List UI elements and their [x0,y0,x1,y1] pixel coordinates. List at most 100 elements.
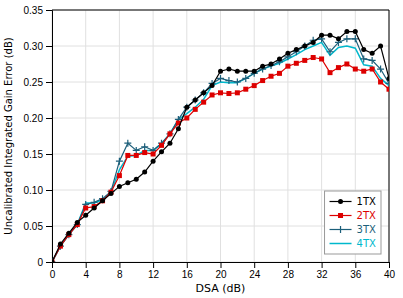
marker [336,36,341,41]
marker-group [151,159,156,164]
marker [285,64,290,69]
marker-group [327,48,334,55]
marker [210,92,215,97]
marker [151,152,156,157]
marker-group [225,77,232,84]
marker [361,47,366,52]
marker-group [285,51,290,56]
marker-group [52,260,55,263]
tick-label: 0.10 [24,185,44,196]
marker [344,62,349,67]
marker [252,83,257,88]
tick: 12 [148,262,160,280]
marker-group [184,116,189,121]
legend-box [325,191,381,254]
marker [377,66,384,73]
marker [58,242,63,247]
marker [369,57,376,64]
marker [243,69,248,74]
y-axis-title: Uncalibrated Integrated Gain Error (dB) [3,37,14,234]
marker [226,91,231,96]
marker-group [201,90,206,95]
tick-mark [119,262,120,268]
tick: 0.30 [24,41,52,52]
grid [52,10,389,262]
tick-label: 0 [50,269,56,280]
marker [353,29,358,34]
tick-label: 0.35 [24,5,44,16]
tick: 0 [50,262,56,280]
grid-line [85,10,86,262]
marker [193,98,198,103]
tick-mark [288,262,289,268]
tick: 36 [350,262,362,280]
tick-mark [46,190,52,191]
marker [184,116,189,121]
tick-label: 8 [117,269,123,280]
marker [269,74,274,79]
series [52,55,389,262]
tick-label: 0.05 [24,221,44,232]
marker-group [302,44,307,49]
marker-group [167,141,172,146]
series-line [52,58,389,262]
marker-group [117,173,122,178]
marker [343,35,350,42]
marker [159,143,164,148]
marker-group [52,260,55,263]
legend-label: 3TX [357,224,376,235]
frame [389,10,390,262]
marker [387,76,390,81]
tick: 0.10 [24,185,52,196]
marker [294,61,299,66]
marker [370,67,375,72]
tick-mark [46,262,52,263]
legend-swatch [330,243,352,245]
marker-group [369,57,376,64]
marker-group [83,213,88,218]
marker [201,90,206,95]
marker [218,69,223,74]
marker-group [159,143,164,148]
marker-group [370,67,375,72]
marker [116,158,123,165]
marker [210,83,215,88]
legend-label: 4TX [357,238,376,249]
marker-group [176,126,181,131]
marker-group [260,78,265,83]
marker-group [159,149,164,154]
marker [125,153,130,158]
marker [166,130,173,137]
tick-label: 20 [215,269,227,280]
marker-group [108,191,113,196]
marker [285,51,290,56]
chart: 048121620242832364000.050.100.150.200.25… [0,0,403,298]
marker [269,62,274,67]
tick-mark [254,262,255,268]
marker [83,213,88,218]
series [52,35,389,262]
marker-group [243,87,248,92]
marker [336,65,341,70]
legend-item: 1TX [330,196,376,207]
tick-label: 0.30 [24,41,44,52]
marker [387,87,390,92]
tick: 0 [37,257,52,268]
marker [124,140,131,147]
marker-group [301,43,308,50]
tick-label: 12 [148,269,160,280]
marker [167,131,172,136]
plot: 048121620242832364000.050.100.150.200.25… [24,5,396,280]
marker [167,141,172,146]
marker [353,67,358,72]
marker-group [328,33,333,38]
marker-group [377,66,384,73]
marker-group [125,180,130,185]
marker [243,87,248,92]
marker-group [361,47,366,52]
marker [66,231,71,236]
tick: 0.05 [24,221,52,232]
marker [311,55,316,60]
marker-group [226,91,231,96]
marker [92,206,97,211]
